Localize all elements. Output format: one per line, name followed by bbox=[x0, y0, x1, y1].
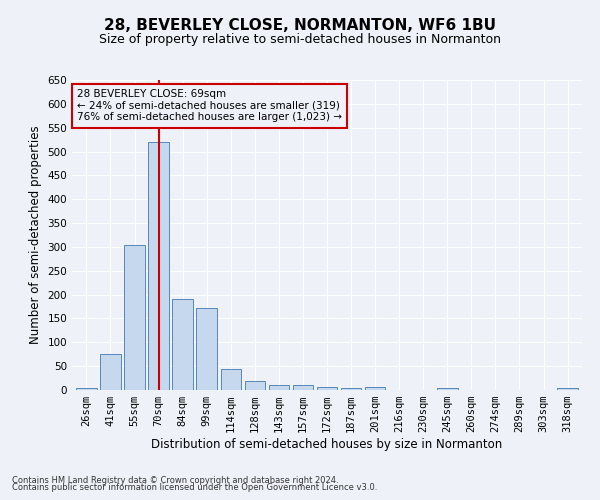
Bar bbox=[172, 300, 193, 390]
Bar bbox=[245, 382, 265, 390]
Bar bbox=[557, 388, 578, 390]
Text: 28, BEVERLEY CLOSE, NORMANTON, WF6 1BU: 28, BEVERLEY CLOSE, NORMANTON, WF6 1BU bbox=[104, 18, 496, 32]
Text: Contains public sector information licensed under the Open Government Licence v3: Contains public sector information licen… bbox=[12, 484, 377, 492]
Text: 28 BEVERLEY CLOSE: 69sqm
← 24% of semi-detached houses are smaller (319)
76% of : 28 BEVERLEY CLOSE: 69sqm ← 24% of semi-d… bbox=[77, 90, 342, 122]
Bar bbox=[100, 354, 121, 390]
Bar bbox=[317, 387, 337, 390]
Text: Size of property relative to semi-detached houses in Normanton: Size of property relative to semi-detach… bbox=[99, 32, 501, 46]
Bar bbox=[293, 385, 313, 390]
Bar bbox=[341, 388, 361, 390]
Bar bbox=[76, 388, 97, 390]
Bar bbox=[124, 244, 145, 390]
Bar bbox=[221, 370, 241, 390]
Bar bbox=[437, 388, 458, 390]
Bar bbox=[148, 142, 169, 390]
Bar bbox=[196, 308, 217, 390]
Text: Contains HM Land Registry data © Crown copyright and database right 2024.: Contains HM Land Registry data © Crown c… bbox=[12, 476, 338, 485]
X-axis label: Distribution of semi-detached houses by size in Normanton: Distribution of semi-detached houses by … bbox=[151, 438, 503, 451]
Bar bbox=[269, 385, 289, 390]
Bar bbox=[365, 386, 385, 390]
Y-axis label: Number of semi-detached properties: Number of semi-detached properties bbox=[29, 126, 42, 344]
